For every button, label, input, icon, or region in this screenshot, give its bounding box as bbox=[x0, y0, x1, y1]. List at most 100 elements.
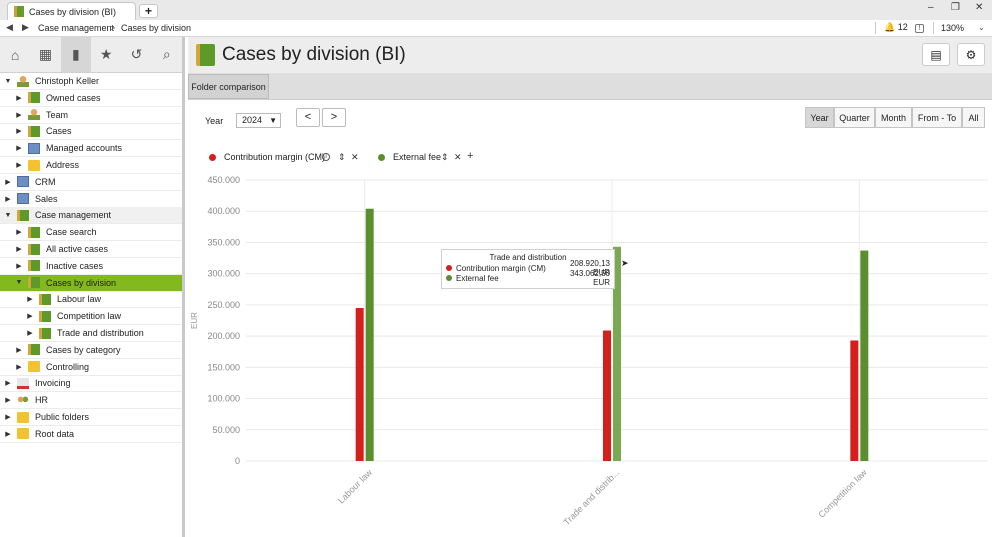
period-month-button[interactable]: Month bbox=[875, 107, 912, 128]
info-icon[interactable]: i bbox=[322, 153, 330, 161]
new-tab-button[interactable]: + bbox=[139, 4, 158, 18]
tree-item-label: Christoph Keller bbox=[35, 76, 100, 86]
y-tick-label: 400.000 bbox=[207, 206, 240, 216]
expand-right-icon[interactable]: ▶ bbox=[16, 346, 22, 354]
expand-right-icon[interactable]: ▶ bbox=[16, 229, 22, 237]
forward-icon[interactable]: ▶ bbox=[22, 22, 29, 32]
prev-period-button[interactable]: < bbox=[296, 108, 320, 127]
expand-right-icon[interactable]: ▶ bbox=[5, 397, 11, 405]
tree-item[interactable]: ▶ Invoicing bbox=[0, 375, 182, 393]
expand-right-icon[interactable]: ▶ bbox=[16, 111, 22, 119]
expand-right-icon[interactable]: ▶ bbox=[27, 313, 33, 321]
tree-item-label: CRM bbox=[35, 176, 56, 187]
star-icon[interactable]: ★ bbox=[99, 46, 113, 62]
breadcrumb-case-management[interactable]: Case management bbox=[38, 23, 115, 33]
window-titlebar: Cases by division (BI) + – ❐ ✕ bbox=[0, 0, 992, 20]
search-icon[interactable]: ⌕ bbox=[162, 46, 171, 62]
expand-right-icon[interactable]: ▶ bbox=[16, 145, 22, 153]
sort-icon[interactable]: ⇕ bbox=[338, 152, 346, 162]
expand-right-icon[interactable]: ▶ bbox=[16, 262, 22, 270]
blue-node-icon bbox=[17, 193, 29, 205]
period-from-to-button[interactable]: From - To bbox=[912, 107, 962, 128]
tree-item[interactable]: ▶ HR bbox=[0, 392, 182, 410]
green-node-icon bbox=[28, 260, 40, 272]
tree-item[interactable]: ▶ Case search bbox=[0, 224, 182, 242]
tree-item[interactable]: ▶ Address bbox=[0, 157, 182, 174]
settings-button[interactable]: ⚙ bbox=[957, 43, 985, 66]
tree-item[interactable]: ▶ Owned cases bbox=[0, 90, 182, 107]
tree-item[interactable]: ▶ Team bbox=[0, 107, 182, 124]
expand-right-icon[interactable]: ▶ bbox=[16, 363, 22, 371]
home-icon[interactable]: ⌂ bbox=[10, 46, 20, 63]
tree-item[interactable]: ▶ Trade and distribution bbox=[0, 325, 182, 342]
tree-item[interactable]: ▶ Competition law bbox=[0, 308, 182, 326]
person-node-icon bbox=[17, 75, 29, 87]
tree-item[interactable]: ▶ Root data bbox=[0, 426, 182, 443]
tooltip-series-name: External fee bbox=[456, 273, 499, 283]
tree-item[interactable]: ▶ Controlling bbox=[0, 359, 182, 376]
tree-item[interactable]: ▶ Cases bbox=[0, 123, 182, 141]
expand-right-icon[interactable]: ▶ bbox=[16, 128, 22, 136]
zoom-level[interactable]: 130% bbox=[941, 23, 965, 33]
tab-cases-by-division[interactable]: Cases by division (BI) bbox=[7, 2, 136, 20]
legend-item-cm[interactable]: Contribution margin (CM) bbox=[209, 152, 325, 162]
info-icon[interactable]: ! bbox=[915, 24, 924, 33]
expand-down-icon[interactable]: ▼ bbox=[4, 211, 12, 219]
expand-right-icon[interactable]: ▶ bbox=[27, 296, 33, 304]
expand-right-icon[interactable]: ▶ bbox=[5, 380, 11, 388]
tree-item[interactable]: ▶ All active cases bbox=[0, 241, 182, 258]
calendar-icon[interactable]: ▦ bbox=[38, 46, 53, 62]
tooltip-value: 208.920,13 EUR bbox=[569, 259, 610, 277]
expand-down-icon[interactable]: ▼ bbox=[15, 279, 23, 287]
restore-button[interactable]: ❐ bbox=[951, 2, 960, 13]
bar-chart: 450.000 400.000 350.000 300.000 250.000 200.0… bbox=[190, 175, 988, 527]
green-node-icon bbox=[39, 310, 51, 322]
tree-item[interactable]: ▼ Case management bbox=[0, 207, 182, 225]
expand-right-icon[interactable]: ▶ bbox=[16, 246, 22, 253]
y-tick-label: 250.000 bbox=[207, 300, 240, 310]
expand-right-icon[interactable]: ▶ bbox=[5, 178, 11, 186]
breadcrumb-cases-by-division[interactable]: Cases by division bbox=[121, 23, 192, 33]
year-select[interactable]: 2024 ▼ bbox=[236, 113, 281, 128]
export-button[interactable]: ▤ bbox=[922, 43, 950, 66]
sort-icon[interactable]: ⇕ bbox=[441, 152, 449, 162]
expand-right-icon[interactable]: ▶ bbox=[16, 162, 22, 169]
close-icon[interactable]: ✕ bbox=[351, 152, 359, 162]
period-year-button[interactable]: Year bbox=[805, 107, 834, 128]
add-series-icon[interactable]: + bbox=[467, 150, 474, 162]
expand-right-icon[interactable]: ▶ bbox=[27, 330, 33, 337]
period-all-button[interactable]: All bbox=[962, 107, 985, 128]
tree-item[interactable]: ▶ Managed accounts bbox=[0, 140, 182, 158]
expand-right-icon[interactable]: ▶ bbox=[5, 195, 11, 203]
minimize-button[interactable]: – bbox=[928, 2, 934, 13]
next-period-button[interactable]: > bbox=[322, 108, 346, 127]
divider bbox=[933, 22, 934, 34]
tree-item[interactable]: ▶ Inactive cases bbox=[0, 258, 182, 275]
bi-report-icon bbox=[196, 44, 215, 66]
tree-item[interactable]: ▶ CRM bbox=[0, 174, 182, 191]
chart-icon[interactable]: ▮ bbox=[60, 37, 91, 72]
tree-item[interactable]: ▶ Labour law bbox=[0, 291, 182, 309]
tab-folder-comparison[interactable]: Folder comparison bbox=[188, 74, 269, 99]
close-icon[interactable]: ✕ bbox=[454, 152, 462, 162]
tree-item[interactable]: ▶ Public folders bbox=[0, 409, 182, 426]
history-icon[interactable]: ↺ bbox=[130, 46, 143, 62]
expand-right-icon[interactable]: ▶ bbox=[5, 430, 11, 438]
expand-down-icon[interactable]: ▼ bbox=[4, 77, 12, 85]
legend-item-external-fee[interactable]: External fee bbox=[378, 152, 441, 162]
sidebar: ⌂ ▦ ▮ ★ ↺ ⌕ ▼ Christoph Keller ▶ Owned case… bbox=[0, 37, 185, 537]
tree-item[interactable]: ▼ Cases by division bbox=[0, 274, 182, 292]
hr-node-icon bbox=[17, 394, 29, 406]
chevron-down-icon[interactable]: ⌄ bbox=[978, 23, 985, 32]
notification-button[interactable]: 🔔 12 bbox=[884, 22, 908, 33]
y-tick-label: 200.000 bbox=[207, 331, 240, 341]
tree-item[interactable]: ▶ Cases by category bbox=[0, 342, 182, 359]
expand-right-icon[interactable]: ▶ bbox=[16, 94, 22, 102]
back-icon[interactable]: ◀ bbox=[6, 22, 13, 32]
expand-right-icon[interactable]: ▶ bbox=[5, 414, 11, 421]
close-window-button[interactable]: ✕ bbox=[975, 2, 984, 13]
y-tick-label: 450.000 bbox=[207, 175, 240, 185]
tree-item[interactable]: ▼ Christoph Keller bbox=[0, 73, 182, 90]
tree-item[interactable]: ▶ Sales bbox=[0, 191, 182, 208]
period-quarter-button[interactable]: Quarter bbox=[834, 107, 875, 128]
